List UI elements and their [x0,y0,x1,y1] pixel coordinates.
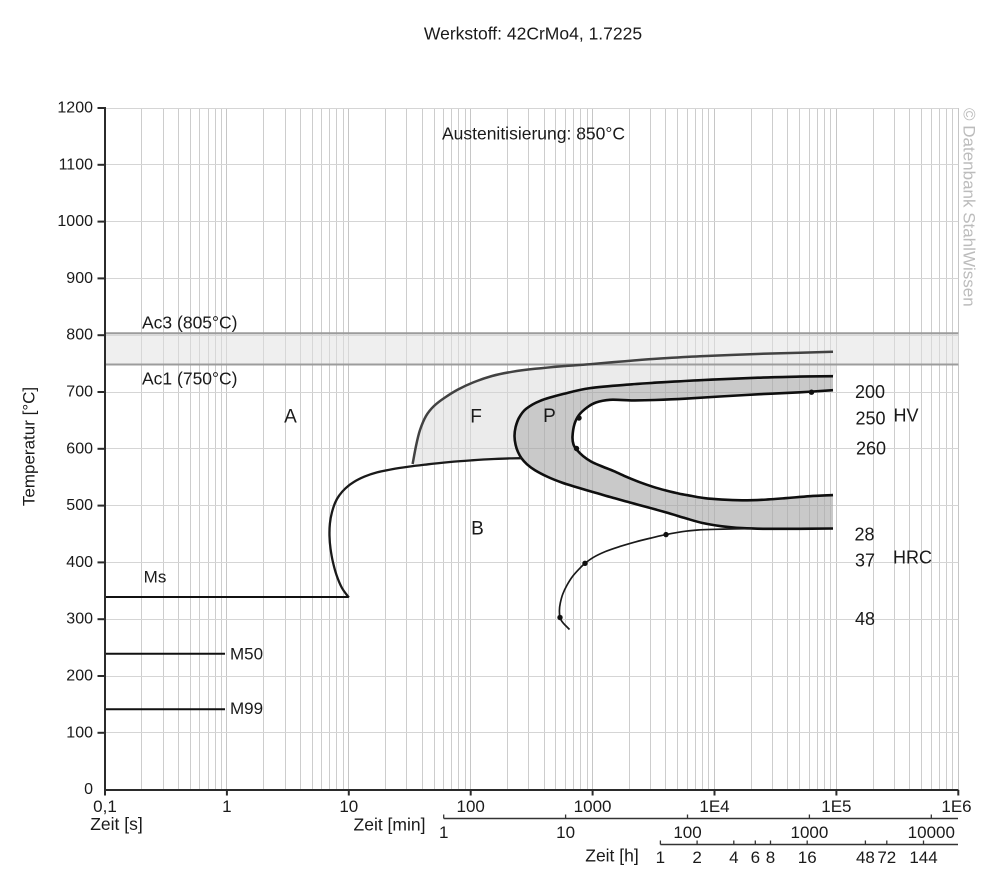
svg-text:37: 37 [855,551,875,571]
svg-text:700: 700 [66,384,93,401]
svg-text:400: 400 [66,554,93,571]
svg-text:1: 1 [439,823,448,842]
svg-text:HRC: HRC [893,548,932,568]
svg-text:Temperatur [°C]: Temperatur [°C] [20,387,39,506]
svg-text:600: 600 [66,440,93,457]
svg-text:Zeit [h]: Zeit [h] [585,846,639,866]
svg-text:2: 2 [692,848,701,867]
svg-text:10: 10 [339,797,358,816]
svg-text:1E4: 1E4 [699,797,729,816]
svg-text:HV: HV [893,406,918,426]
svg-text:1000: 1000 [574,797,612,816]
svg-text:Zeit [s]: Zeit [s] [90,814,143,834]
svg-text:A: A [284,407,297,428]
svg-text:1: 1 [222,797,231,816]
svg-text:72: 72 [877,848,896,867]
svg-text:500: 500 [66,497,93,514]
svg-text:250: 250 [855,409,885,429]
svg-text:Werkstoff: 42CrMo4, 1.7225: Werkstoff: 42CrMo4, 1.7225 [424,24,642,44]
svg-text:6: 6 [751,848,760,867]
svg-text:800: 800 [66,327,93,344]
svg-text:Ac3 (805°C): Ac3 (805°C) [142,313,238,333]
svg-text:M50: M50 [230,645,263,664]
svg-text:© Datenbank StahlWissen: © Datenbank StahlWissen [960,108,979,307]
svg-text:P: P [543,406,556,427]
svg-text:1100: 1100 [59,156,94,173]
svg-text:900: 900 [66,270,93,287]
svg-text:48: 48 [856,848,875,867]
svg-text:M99: M99 [230,699,263,718]
svg-text:100: 100 [66,724,93,741]
svg-text:1000: 1000 [57,213,93,230]
svg-text:10: 10 [556,823,575,842]
svg-text:10000: 10000 [908,823,955,842]
svg-text:28: 28 [854,525,874,545]
svg-text:100: 100 [673,823,701,842]
svg-text:200: 200 [855,382,885,402]
svg-text:8: 8 [766,848,775,867]
svg-text:B: B [471,519,484,540]
svg-text:200: 200 [66,668,93,685]
svg-text:1E6: 1E6 [941,797,971,816]
svg-text:48: 48 [855,609,875,629]
svg-text:0,1: 0,1 [93,797,117,816]
svg-text:1000: 1000 [790,823,828,842]
svg-text:Ms: Ms [144,568,167,587]
svg-text:100: 100 [457,797,485,816]
svg-text:F: F [470,407,482,428]
svg-text:16: 16 [798,848,817,867]
svg-text:0: 0 [84,781,93,798]
svg-text:1E5: 1E5 [821,797,851,816]
svg-text:144: 144 [909,848,937,867]
svg-text:1200: 1200 [57,100,93,117]
svg-text:Austenitisierung: 850°C: Austenitisierung: 850°C [442,124,625,144]
svg-text:4: 4 [729,848,738,867]
svg-text:Zeit [min]: Zeit [min] [354,815,426,835]
svg-text:260: 260 [856,439,886,459]
svg-text:1: 1 [656,848,665,867]
svg-text:Ac1 (750°C): Ac1 (750°C) [142,369,238,389]
svg-text:300: 300 [66,611,93,628]
